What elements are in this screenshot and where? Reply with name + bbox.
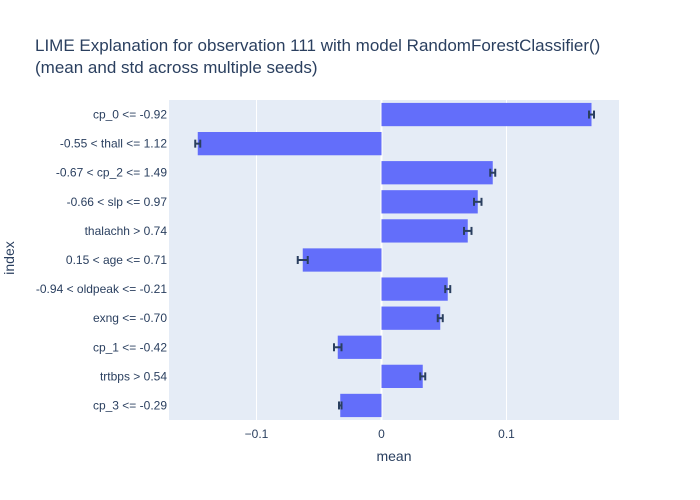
y-tick-label: cp_3 <= -0.29	[93, 398, 167, 412]
y-tick-label: trtbps > 0.54	[100, 369, 167, 383]
error-bar	[194, 139, 202, 148]
x-tick-label: −0.1	[245, 427, 269, 441]
error-bar	[338, 401, 343, 410]
bar	[381, 364, 423, 388]
x-tick-label: 0	[378, 427, 385, 441]
error-bar	[436, 314, 444, 323]
error-bar	[333, 343, 343, 352]
y-tick-labels: cp_0 <= -0.92 -0.55 < thall <= 1.12 -0.67 …	[36, 108, 167, 413]
y-tick-label: -0.94 < oldpeak <= -0.21	[36, 282, 167, 296]
y-tick-label: cp_1 <= -0.42	[93, 340, 167, 354]
bar	[381, 102, 592, 127]
error-bar	[419, 372, 427, 381]
x-tick-labels: −0.1 0 0.1	[245, 427, 516, 441]
bar	[381, 306, 441, 330]
y-tick-label: 0.15 < age <= 0.71	[66, 253, 167, 267]
x-axis-title: mean	[376, 448, 411, 464]
bar	[381, 219, 468, 243]
y-tick-label: cp_0 <= -0.92	[93, 108, 167, 122]
error-bar	[296, 256, 309, 264]
y-tick-label: -0.66 < slp <= 0.97	[67, 195, 168, 209]
error-bars-group	[194, 110, 595, 410]
error-bar	[588, 110, 595, 119]
error-bar	[444, 285, 452, 294]
bar	[381, 277, 448, 301]
chart-title-line1: LIME Explanation for observation 111 wit…	[35, 36, 600, 55]
y-tick-label: thalachh > 0.74	[85, 224, 168, 238]
y-tick-label: -0.55 < thall <= 1.12	[60, 137, 167, 151]
bar	[381, 161, 493, 185]
error-bar	[489, 168, 497, 177]
chart-title-line2: (mean and std across multiple seeds)	[35, 58, 318, 77]
bars-group	[197, 102, 592, 418]
bar	[340, 393, 382, 418]
y-tick-label: -0.67 < cp_2 <= 1.49	[56, 166, 167, 180]
bar	[302, 248, 382, 272]
y-axis-title: index	[1, 241, 17, 274]
x-tick-label: 0.1	[498, 427, 515, 441]
error-bar	[473, 197, 483, 206]
y-tick-label: exng <= -0.70	[93, 311, 167, 325]
bar	[381, 190, 478, 214]
error-bar	[463, 226, 473, 235]
bar	[337, 335, 382, 359]
bar	[197, 132, 382, 156]
